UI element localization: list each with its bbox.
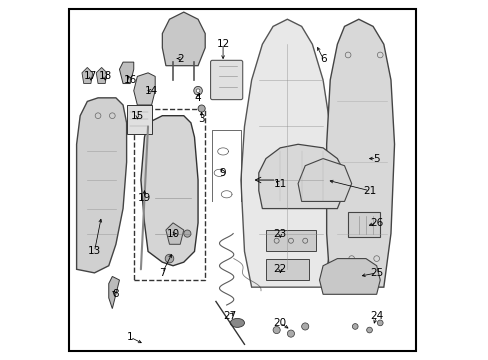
- Bar: [134, 109, 205, 280]
- PathPatch shape: [258, 144, 344, 208]
- Circle shape: [301, 323, 308, 330]
- PathPatch shape: [77, 98, 126, 273]
- Text: 2: 2: [177, 54, 183, 64]
- Text: 27: 27: [223, 311, 236, 321]
- PathPatch shape: [162, 12, 205, 66]
- Bar: [265, 258, 308, 280]
- PathPatch shape: [298, 158, 351, 202]
- Text: 15: 15: [130, 111, 143, 121]
- PathPatch shape: [141, 116, 198, 266]
- Text: 4: 4: [194, 93, 201, 103]
- Circle shape: [165, 254, 173, 263]
- Text: 20: 20: [273, 318, 286, 328]
- Text: 24: 24: [369, 311, 383, 321]
- Circle shape: [198, 105, 205, 112]
- Text: 19: 19: [138, 193, 151, 203]
- PathPatch shape: [82, 67, 93, 84]
- Ellipse shape: [298, 155, 307, 169]
- Text: 10: 10: [166, 229, 179, 239]
- Circle shape: [366, 327, 372, 333]
- Text: 6: 6: [319, 54, 325, 64]
- PathPatch shape: [165, 223, 183, 244]
- PathPatch shape: [134, 73, 155, 105]
- Text: 16: 16: [123, 75, 137, 85]
- Text: 7: 7: [159, 268, 165, 278]
- Text: 23: 23: [273, 229, 286, 239]
- Circle shape: [287, 330, 294, 337]
- PathPatch shape: [319, 258, 380, 294]
- Bar: [347, 212, 380, 237]
- Bar: [126, 105, 151, 134]
- Bar: [265, 230, 315, 251]
- Text: 11: 11: [273, 179, 286, 189]
- Text: 18: 18: [99, 71, 112, 81]
- Text: 13: 13: [88, 247, 101, 256]
- Text: 1: 1: [126, 332, 133, 342]
- Text: 25: 25: [369, 268, 383, 278]
- Text: 12: 12: [216, 39, 229, 49]
- Text: 22: 22: [273, 264, 286, 274]
- PathPatch shape: [96, 67, 107, 84]
- PathPatch shape: [108, 276, 119, 309]
- Circle shape: [352, 324, 357, 329]
- PathPatch shape: [119, 62, 134, 84]
- Text: 9: 9: [219, 168, 226, 178]
- Circle shape: [272, 327, 280, 334]
- Text: 14: 14: [145, 86, 158, 96]
- Text: 5: 5: [373, 154, 379, 163]
- Text: 21: 21: [362, 186, 375, 196]
- Circle shape: [193, 86, 202, 95]
- Circle shape: [183, 230, 190, 237]
- FancyBboxPatch shape: [210, 60, 242, 100]
- Circle shape: [377, 320, 382, 326]
- PathPatch shape: [326, 19, 394, 287]
- Text: 3: 3: [198, 114, 204, 124]
- Text: 8: 8: [112, 289, 119, 299]
- PathPatch shape: [241, 19, 333, 287]
- Text: 17: 17: [84, 71, 97, 81]
- Circle shape: [196, 89, 200, 93]
- Ellipse shape: [230, 319, 244, 327]
- Text: 26: 26: [369, 218, 383, 228]
